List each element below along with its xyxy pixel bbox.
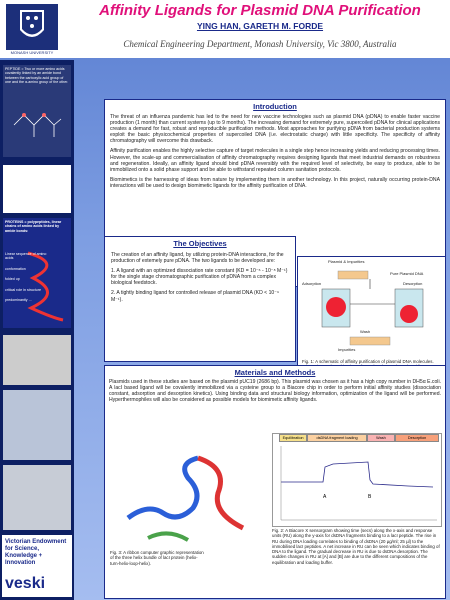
section-heading: The Objectives: [173, 239, 227, 248]
protein-art: [27, 251, 64, 322]
intro-paragraph: Biomimetics is the harnessing of ideas f…: [110, 176, 440, 189]
objective: 2. A tightly binding ligand for controll…: [111, 290, 280, 303]
logo-word: veski: [5, 575, 46, 592]
figure3-caption: Fig. 3: A ribbon computer graphic repres…: [110, 550, 204, 566]
marker: A: [323, 494, 327, 500]
figure2-plot: Equilibration dsDNA fragment loading Wash D…: [272, 433, 442, 527]
figure1-label: Desorption: [403, 281, 423, 286]
intro-text: The threat of an influenza pandemic has …: [105, 111, 445, 196]
objective: 1. A ligand with an optimized dissociati…: [111, 268, 288, 287]
logo-text: Victorian Endowment for Science, Knowled…: [5, 539, 67, 566]
affiliation: Chemical Engineering Department, Monash …: [123, 39, 397, 49]
authors: YING HAN, GARETH M. FORDE: [196, 21, 324, 31]
objectives-text: The creation of an affinity ligand, by u…: [105, 248, 295, 311]
figure1-label: Adsorption: [302, 281, 322, 286]
objectives: The Objectives The creation of an affini…: [104, 236, 296, 362]
crest-icon: [20, 10, 44, 37]
title: Affinity Ligands for Plasmid DNA Purific…: [99, 2, 421, 19]
section-heading: Introduction: [253, 102, 297, 111]
protein-point: conformation: [5, 266, 26, 271]
crest: [6, 4, 58, 50]
protein-point: Linear sequence of amino acids: [5, 252, 47, 261]
protein-list: Linear sequence of amino acids conformati…: [5, 252, 55, 308]
figure1-schematic: [321, 270, 424, 346]
intro-paragraph: Affinity purification enables the highly…: [110, 148, 440, 173]
marker: B: [368, 494, 372, 500]
peptide-diagram: [13, 113, 62, 137]
protein-text: PROTEINS = polypeptides, linear chains o…: [5, 220, 62, 233]
phase-label: Wash: [366, 434, 396, 442]
figure3-ribbon: [126, 455, 245, 542]
phase-bar: Equilibration dsDNA fragment loading Wash D…: [279, 434, 439, 442]
side-photo: [3, 465, 71, 530]
figure1-label: Plasmid & Impurities: [328, 259, 365, 264]
protein-point: folded up: [5, 277, 20, 282]
figure1-label: Pure Plasmid DNA: [390, 271, 424, 276]
protein-panel: PROTEINS = polypeptides, linear chains o…: [3, 218, 71, 328]
phase-label: Equilibration: [279, 434, 308, 442]
header: [0, 0, 450, 58]
side-photo: [3, 390, 71, 460]
sensorgram: [280, 446, 437, 521]
protein-point: predominantly ...: [5, 298, 32, 303]
section-heading: Materials and Methods: [234, 368, 316, 377]
intro-paragraph: The threat of an influenza pandemic has …: [110, 114, 440, 145]
peptide-panel: PEPTIDE = Two or more amino acids covale…: [3, 65, 71, 157]
phase-label: dsDNA fragment loading: [307, 434, 367, 442]
protein-point: critical role in structure: [5, 287, 41, 292]
side-photo: [3, 165, 71, 213]
veski-logo: Victorian Endowment for Science, Knowled…: [2, 535, 72, 597]
figure1-label: Impurities: [338, 347, 356, 352]
peptide-text: PEPTIDE = Two or more amino acids covale…: [5, 67, 69, 85]
methods-text: Plasmids used in these studies are based…: [109, 379, 441, 404]
objectives-intro: The creation of an affinity ligand, by u…: [111, 252, 284, 265]
figure2-caption: Fig. 2: A Biacore X sensorgram showing t…: [272, 528, 440, 565]
figure1-label: Wash: [360, 329, 371, 334]
phase-label: Desorption: [395, 434, 439, 442]
crest-text: MONASH UNIVERSITY: [10, 50, 54, 55]
side-photo: [3, 335, 71, 385]
